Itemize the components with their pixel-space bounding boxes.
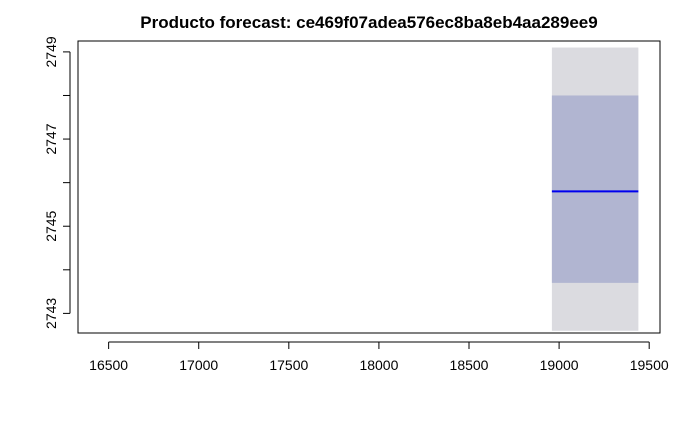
x-tick-label: 18500 bbox=[450, 357, 489, 373]
x-tick-label: 16500 bbox=[89, 357, 128, 373]
y-tick-label: 2743 bbox=[43, 298, 59, 329]
y-tick-label: 2749 bbox=[43, 36, 59, 67]
chart-title: Producto forecast: ce469f07adea576ec8ba8… bbox=[140, 13, 597, 32]
x-tick-label: 17000 bbox=[179, 357, 218, 373]
band-80 bbox=[551, 95, 639, 283]
y-tick-label: 2745 bbox=[43, 210, 59, 241]
forecast-bands bbox=[551, 47, 639, 331]
y-axis: 2743 2745 2747 2749 bbox=[43, 36, 71, 329]
x-tick-label: 18000 bbox=[359, 357, 398, 373]
x-tick-label: 19000 bbox=[540, 357, 579, 373]
x-axis: 16500 17000 17500 18000 18500 19000 19500 bbox=[89, 341, 669, 373]
x-tick-label: 19500 bbox=[630, 357, 669, 373]
y-tick-label: 2747 bbox=[43, 123, 59, 154]
x-tick-label: 17500 bbox=[269, 357, 308, 373]
plot-frame bbox=[77, 40, 661, 334]
